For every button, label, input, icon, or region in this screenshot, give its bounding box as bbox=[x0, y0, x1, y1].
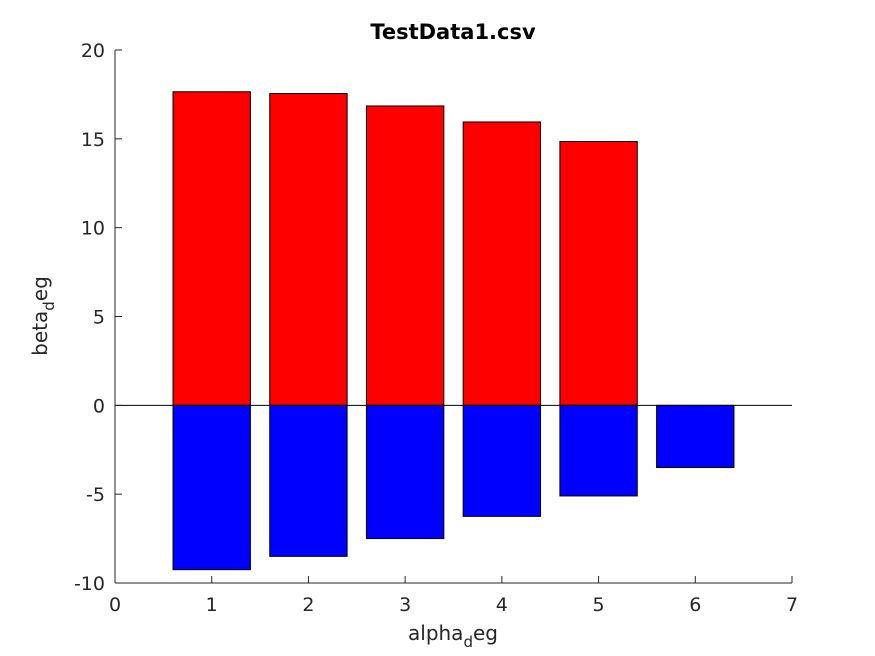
axes: 0 1 2 3 4 5 6 7 -10 -5 0 5 10 15 20 bbox=[74, 40, 798, 616]
y-axis-label-subscript: d bbox=[40, 301, 58, 311]
y-tick-label-5: 5 bbox=[93, 307, 105, 329]
x-tick-label-7: 7 bbox=[786, 594, 798, 616]
bar-red-2 bbox=[269, 93, 348, 406]
y-tick-label--5: -5 bbox=[86, 484, 105, 506]
bar-red-5 bbox=[559, 140, 638, 406]
bar-blue-2 bbox=[269, 404, 348, 557]
bar-blue-6 bbox=[656, 404, 735, 469]
x-tick-label-1: 1 bbox=[206, 594, 218, 616]
x-tick-label-5: 5 bbox=[593, 594, 605, 616]
x-tick-label-3: 3 bbox=[399, 594, 411, 616]
y-tick-label-10: 10 bbox=[81, 218, 105, 240]
y-axis-label: betadeg bbox=[28, 276, 58, 356]
y-tick-label--10: -10 bbox=[74, 573, 105, 595]
y-tick-label-15: 15 bbox=[81, 129, 105, 151]
bar-blue-4 bbox=[462, 404, 542, 517]
y-axis-label-main: beta bbox=[28, 311, 52, 356]
x-tick-label-2: 2 bbox=[302, 594, 314, 616]
x-axis-label-tail: eg bbox=[473, 621, 498, 645]
x-tick-label-6: 6 bbox=[689, 594, 701, 616]
x-axis-label-main: alpha bbox=[408, 621, 463, 645]
x-axis-label: alphadeg bbox=[408, 621, 498, 651]
bar-red-3 bbox=[365, 105, 445, 406]
x-axis-label-subscript: d bbox=[463, 633, 473, 651]
bar-blue-3 bbox=[365, 404, 445, 540]
y-tick-label-20: 20 bbox=[81, 40, 105, 62]
x-tick-label-4: 4 bbox=[496, 594, 508, 616]
y-tick-label-0: 0 bbox=[93, 395, 105, 417]
bar-blue-1 bbox=[172, 404, 251, 571]
chart-title: TestData1.csv bbox=[370, 20, 536, 44]
bar-red-4 bbox=[462, 121, 542, 406]
y-axis-label-tail: eg bbox=[28, 276, 52, 301]
x-tick-label-0: 0 bbox=[109, 594, 121, 616]
bars-layer bbox=[172, 91, 735, 571]
bar-blue-5 bbox=[559, 404, 638, 497]
bar-red-1 bbox=[172, 91, 251, 406]
